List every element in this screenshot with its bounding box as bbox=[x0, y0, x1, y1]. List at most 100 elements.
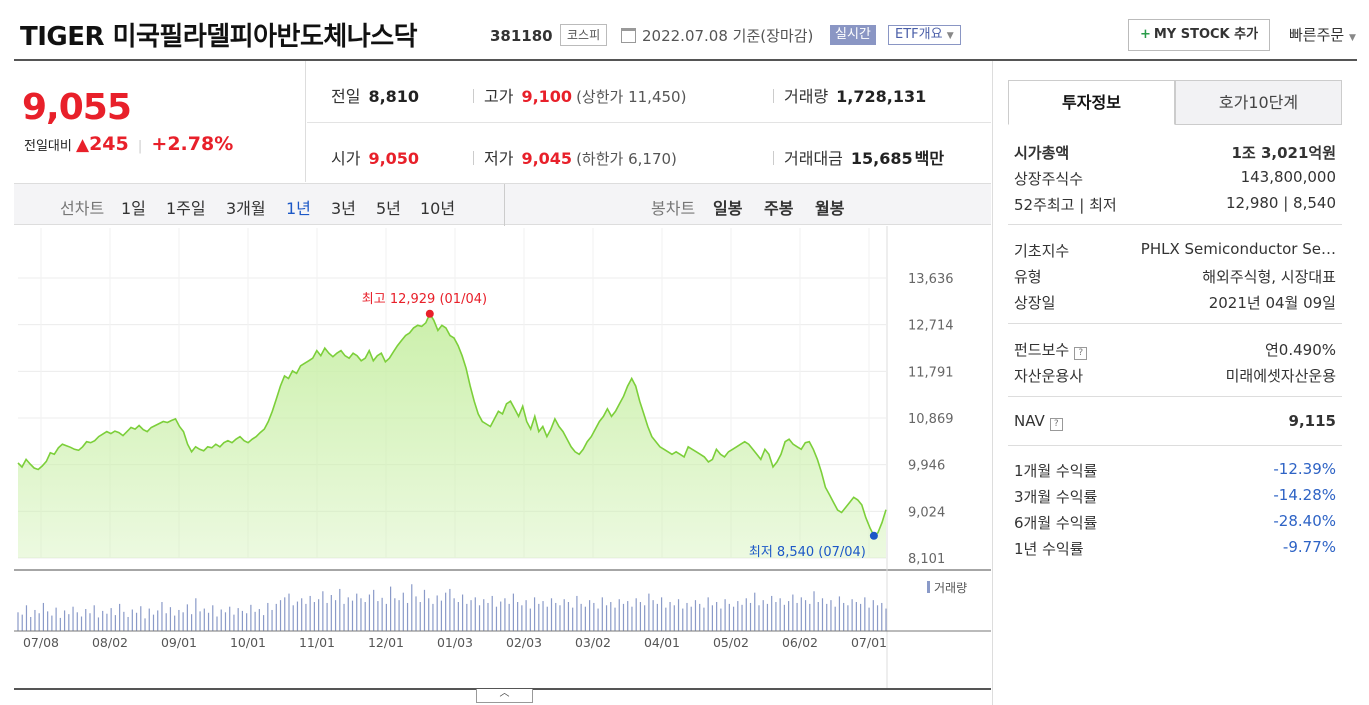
volume-bar bbox=[233, 614, 235, 631]
volume-bar bbox=[415, 596, 417, 631]
stat-volume-label: 거래량 bbox=[784, 87, 829, 106]
info-row: 상장일 2021년 04월 09일 bbox=[1014, 289, 1336, 315]
volume-bar bbox=[876, 605, 879, 631]
quick-order-dropdown[interactable]: 빠른주문 ▼ bbox=[1289, 24, 1356, 45]
volume-bar bbox=[237, 608, 239, 631]
period-3y[interactable]: 3년 bbox=[331, 199, 356, 218]
up-arrow-icon: ▲ bbox=[75, 135, 90, 155]
help-icon[interactable]: ? bbox=[1049, 418, 1063, 431]
y-tick-label: 11,791 bbox=[908, 365, 954, 380]
volume-bar bbox=[398, 600, 400, 631]
volume-bar bbox=[563, 599, 565, 631]
info-value: 2021년 04월 09일 bbox=[1208, 294, 1336, 312]
volume-bar bbox=[449, 588, 451, 631]
period-1y[interactable]: 1년 bbox=[286, 199, 311, 218]
y-tick-label: 9,946 bbox=[908, 459, 945, 474]
candle-monthly[interactable]: 월봉 bbox=[815, 199, 845, 218]
info-value: 1조 3,021억원 bbox=[1231, 144, 1336, 162]
price-chart-svg[interactable]: 13,636 12,714 11,791 10,869 9,946 9,024 8,101 0… bbox=[14, 226, 991, 689]
volume-bar bbox=[817, 602, 819, 631]
x-tick-label: 01/03 bbox=[437, 635, 473, 650]
period-1w[interactable]: 1주일 bbox=[166, 199, 206, 218]
period-1d[interactable]: 1일 bbox=[121, 199, 146, 218]
info-key: 시가총액 bbox=[1014, 144, 1070, 162]
candle-daily[interactable]: 일봉 bbox=[713, 199, 743, 218]
volume-bar bbox=[34, 609, 36, 631]
stat-amount: 거래대금 15,685 백만 bbox=[773, 145, 944, 169]
header-divider bbox=[14, 59, 1357, 61]
volume-bar bbox=[216, 616, 218, 631]
x-tick-label: 11/01 bbox=[299, 635, 335, 650]
realtime-button[interactable]: 실시간 bbox=[830, 25, 876, 45]
info-key: 1개월 수익률 bbox=[1014, 462, 1098, 480]
volume-bar bbox=[343, 603, 345, 631]
tab-order-book[interactable]: 호가10단계 bbox=[1175, 80, 1342, 125]
period-5y[interactable]: 5년 bbox=[376, 199, 401, 218]
volume-bar bbox=[229, 606, 231, 631]
volume-bar bbox=[385, 603, 387, 631]
period-3m[interactable]: 3개월 bbox=[226, 199, 266, 218]
volume-bar bbox=[178, 609, 180, 631]
stat-low-label: 저가 bbox=[484, 149, 514, 168]
volume-bar bbox=[106, 613, 108, 631]
add-my-stock-button[interactable]: + MY STOCK 추가 bbox=[1128, 19, 1270, 51]
info-row: 3개월 수익률 -14.28% bbox=[1014, 483, 1336, 509]
volume-bar bbox=[487, 602, 489, 631]
info-value: 143,800,000 bbox=[1240, 168, 1336, 186]
volume-bar bbox=[38, 613, 40, 631]
info-value: 해외주식형, 시장대표 bbox=[1202, 268, 1336, 286]
info-group-market: 시가총액 1조 3,021억원 상장주식수 143,800,000 52주최고 | … bbox=[1014, 139, 1336, 217]
volume-bar bbox=[47, 611, 49, 631]
volume-bar bbox=[72, 606, 74, 631]
volume-bar bbox=[165, 613, 167, 631]
help-icon[interactable]: ? bbox=[1074, 347, 1088, 360]
volume-bar bbox=[796, 602, 798, 631]
stat-prev-value: 8,810 bbox=[368, 87, 420, 106]
stock-code: 381180 bbox=[490, 27, 553, 45]
tab-investment-info[interactable]: 투자정보 bbox=[1008, 80, 1175, 125]
x-tick-label: 08/02 bbox=[92, 635, 128, 650]
info-row: 기초지수 PHLX Semiconductor Se… bbox=[1014, 237, 1336, 263]
info-row: 6개월 수익률 -28.40% bbox=[1014, 509, 1336, 535]
volume-bar bbox=[682, 608, 684, 631]
info-value: 연0.490% bbox=[1265, 341, 1336, 359]
volume-bar bbox=[191, 614, 193, 631]
volume-bar bbox=[478, 605, 481, 631]
volume-bar bbox=[538, 603, 540, 631]
info-key: 상장주식수 bbox=[1014, 170, 1084, 188]
nav-label: NAV bbox=[1014, 412, 1045, 430]
stat-high-label: 고가 bbox=[484, 87, 514, 106]
volume-bar bbox=[436, 595, 438, 631]
volume-bar bbox=[140, 606, 142, 631]
volume-bar bbox=[97, 617, 100, 631]
separator: | bbox=[137, 139, 143, 154]
volume-bar bbox=[589, 600, 591, 631]
volume-bar bbox=[186, 604, 188, 631]
volume-bar bbox=[224, 612, 227, 631]
info-key: 6개월 수익률 bbox=[1014, 514, 1098, 532]
volume-bar bbox=[809, 603, 811, 631]
volume-bar bbox=[508, 603, 510, 631]
volume-bar bbox=[339, 588, 341, 631]
info-row: 자산운용사 미래에셋자산운용 bbox=[1014, 362, 1336, 388]
volume-bar bbox=[495, 606, 498, 631]
volume-bar bbox=[868, 607, 870, 631]
volume-bar bbox=[220, 609, 222, 631]
change-percent: +2.78% bbox=[151, 133, 234, 155]
info-group-nav: NAV? 9,115 bbox=[1014, 409, 1336, 435]
volume-bar bbox=[550, 598, 553, 631]
collapse-chart-button[interactable]: ︿ bbox=[476, 689, 533, 703]
etf-overview-dropdown[interactable]: ETF개요 ▼ bbox=[888, 25, 961, 45]
volume-bar bbox=[42, 602, 45, 631]
stat-high: 고가 9,100 (상한가 11,450) bbox=[473, 83, 686, 107]
candle-weekly[interactable]: 주봉 bbox=[764, 199, 794, 218]
volume-bar bbox=[360, 598, 362, 631]
volume-bar bbox=[135, 612, 138, 631]
volume-bar bbox=[491, 595, 493, 631]
volume-bar bbox=[51, 615, 53, 631]
price-chart[interactable]: 13,636 12,714 11,791 10,869 9,946 9,024 8,101 0… bbox=[14, 226, 991, 689]
period-10y[interactable]: 10년 bbox=[420, 199, 456, 218]
volume-bar bbox=[474, 597, 476, 631]
volume-bar bbox=[85, 609, 87, 631]
info-key: 상장일 bbox=[1014, 294, 1056, 312]
